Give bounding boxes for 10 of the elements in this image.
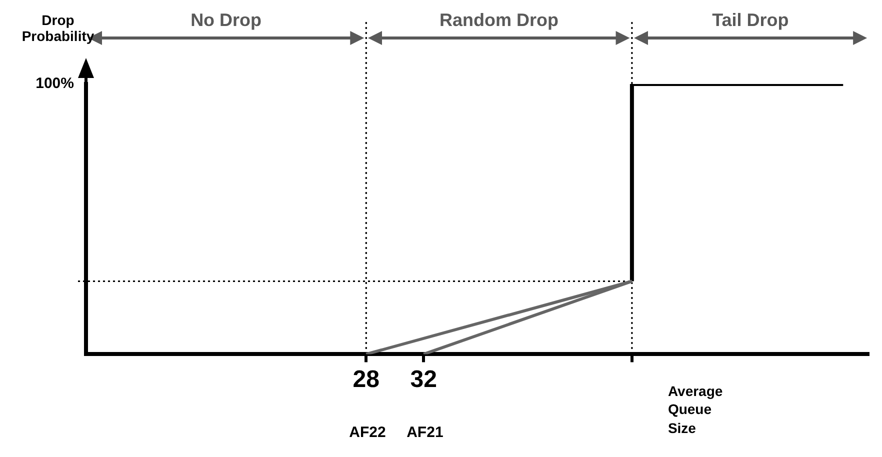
text: 100% bbox=[36, 75, 74, 92]
text: AF22 bbox=[349, 424, 386, 442]
y-axis-title: Drop Probability bbox=[20, 12, 96, 44]
x-tick-label: 32 bbox=[410, 366, 437, 394]
text: AF21 bbox=[406, 424, 444, 442]
text: Random Drop bbox=[440, 10, 559, 31]
x-tick-label: 28 bbox=[352, 366, 380, 394]
text: No Drop bbox=[190, 10, 262, 31]
text: Tail Drop bbox=[712, 10, 789, 31]
x-axis-title: Average Queue Size bbox=[668, 382, 724, 437]
